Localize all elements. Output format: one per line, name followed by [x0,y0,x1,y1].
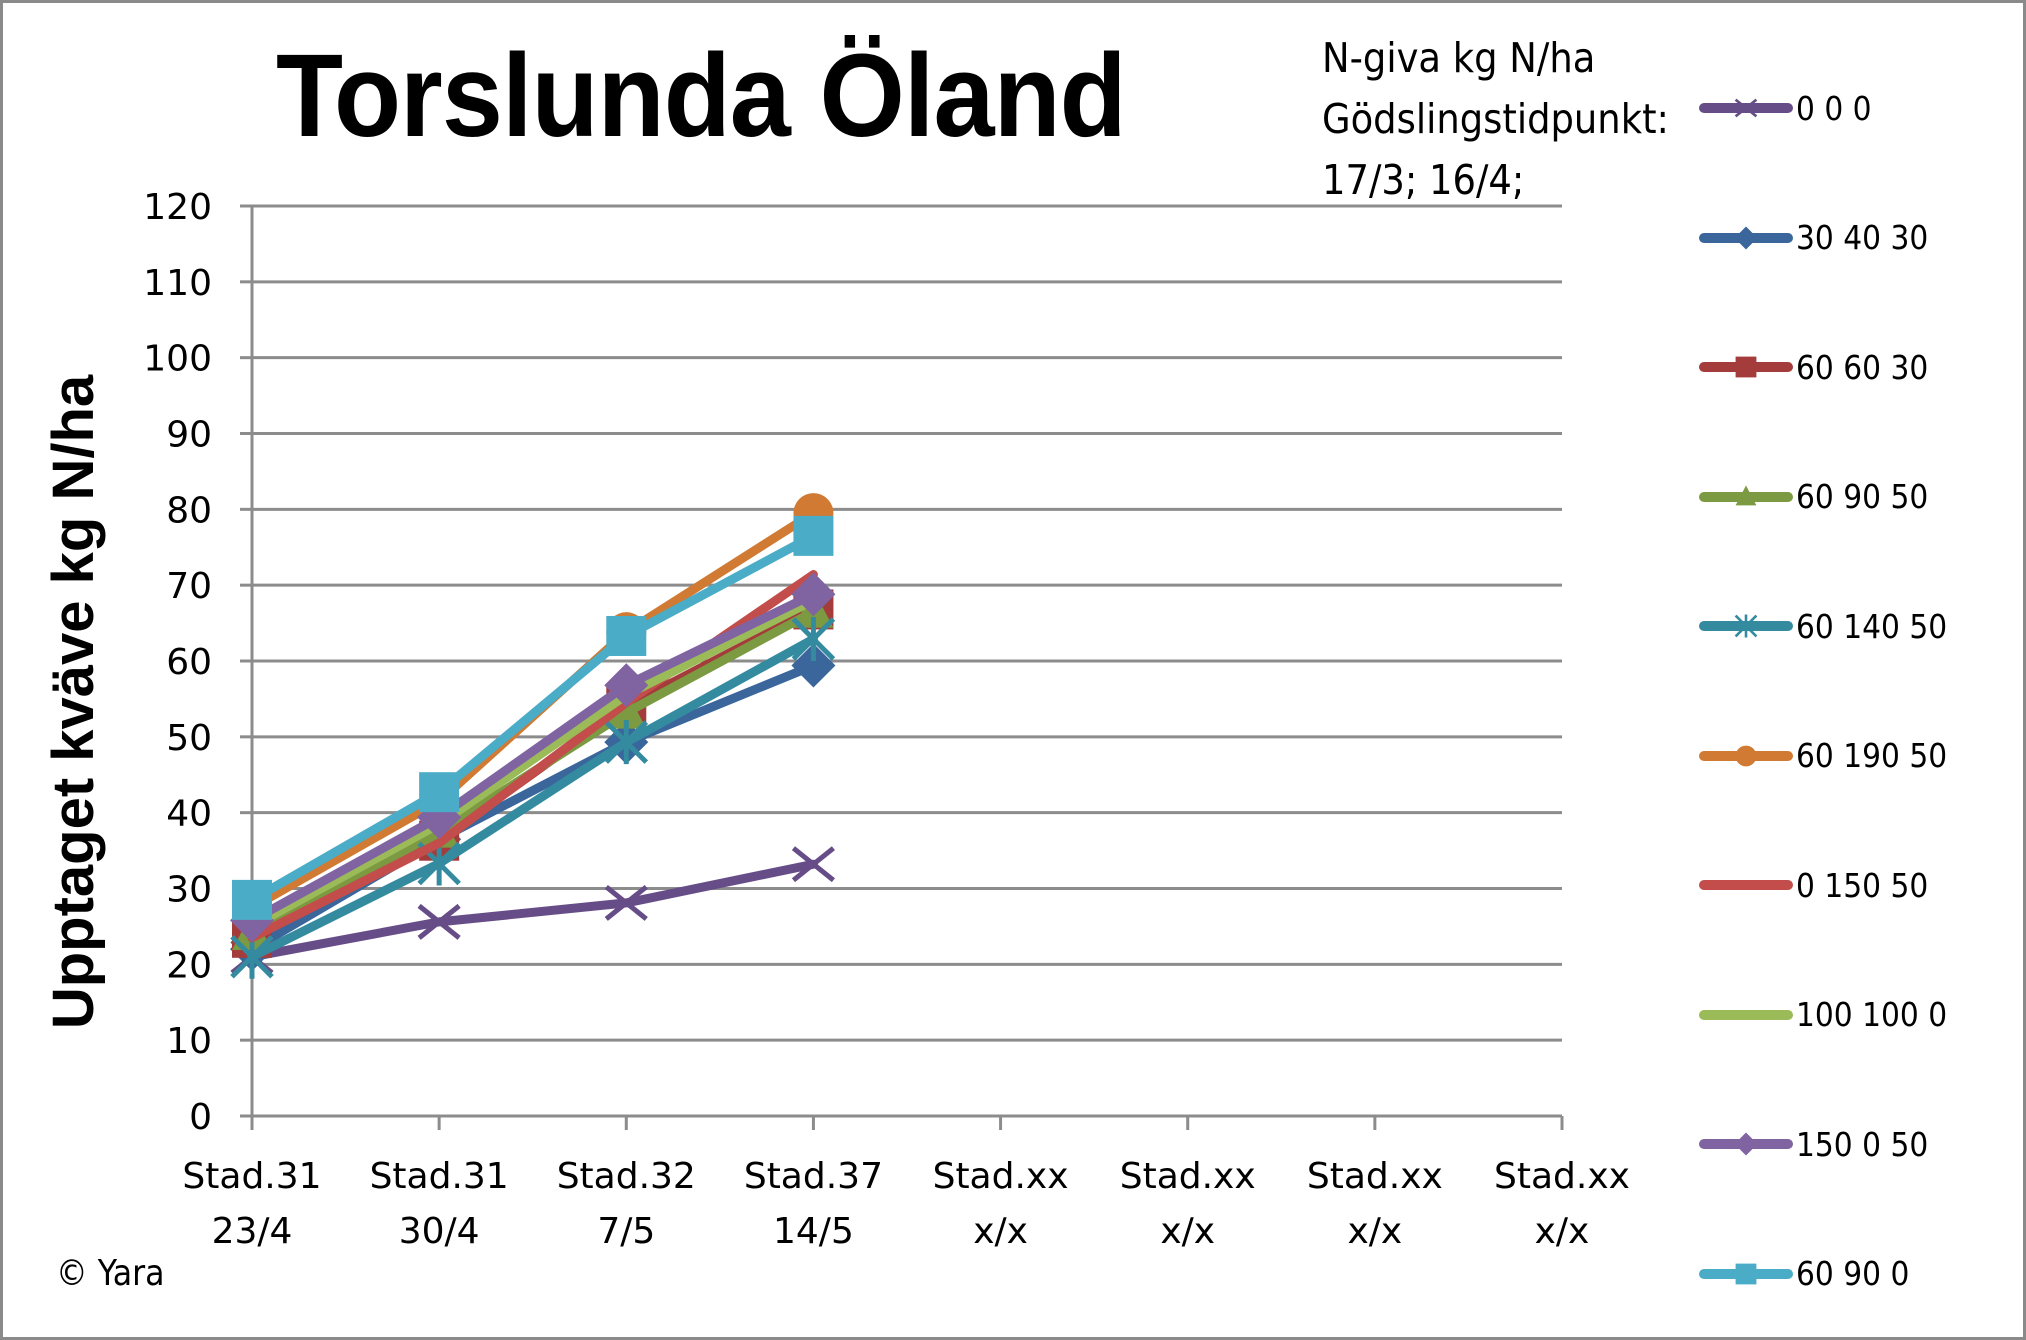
y-tick-label: 50 [166,718,212,759]
legend-label: 100 100 0 [1796,995,1948,1034]
x-tick-stage: Stad.32 [557,1156,696,1197]
legend-swatch-icon [1698,88,1794,128]
legend-item: 60 60 30 [1698,347,1943,387]
y-tick-label: 30 [166,870,212,911]
x-tick-date: 30/4 [399,1211,480,1252]
legend-swatch-icon [1698,606,1794,646]
y-tick-label: 110 [143,263,212,304]
y-tick-label: 70 [166,566,212,607]
legend-item: 0 0 0 [1698,88,1880,128]
y-tick-label: 120 [143,187,212,228]
legend-item: 30 40 30 [1698,218,1943,258]
x-tick-date: 23/4 [212,1211,293,1252]
legend-item: 60 140 50 [1698,606,1964,646]
y-tick-label: 60 [166,642,212,683]
y-axis-ticks: 0 10 20 30 40 50 60 70 80 90 100 110 120 [143,187,212,1138]
legend-label: 60 60 30 [1796,347,1929,387]
legend-swatch-icon [1698,477,1794,517]
x-tick-stage: Stad.xx [1120,1156,1256,1197]
legend-swatch-icon [1698,865,1794,905]
y-tick-label: 20 [166,945,212,986]
y-tick-label: 0 [189,1097,212,1138]
x-tick-stage: Stad.xx [1494,1156,1630,1197]
legend-label: 60 90 50 [1796,477,1929,516]
legend-label: 150 0 50 [1796,1124,1929,1164]
x-tick-stage: Stad.37 [744,1156,883,1197]
fertilization-note: N-giva kg N/ha Gödslingstidpunkt: 17/3; … [1322,28,1669,211]
legend-item: 100 100 0 [1698,995,1964,1035]
data-series [230,493,836,979]
series-60-90-0 [232,515,834,920]
x-tick-date: x/x [1347,1211,1402,1252]
legend-item: 0 150 50 [1698,865,1943,905]
chart-title: Torslunda Öland [276,30,1127,162]
x-tick-stage: Stad.xx [933,1156,1069,1197]
legend-swatch-icon [1698,736,1794,776]
gridlines [252,204,1562,1042]
x-tick-date: x/x [1160,1211,1215,1252]
legend-item: 60 90 50 [1698,477,1943,517]
legend-item: 60 90 0 [1698,1254,1922,1294]
x-tick-date: 7/5 [597,1211,655,1252]
legend-swatch-icon [1698,347,1794,387]
x-tick-stage: Stad.31 [182,1156,321,1197]
legend-item: 60 190 50 [1698,736,1964,776]
x-tick-stage: Stad.31 [370,1156,509,1197]
legend-swatch-icon [1698,995,1794,1035]
copyright-text: © Yara [56,1253,165,1294]
y-tick-label: 100 [143,339,212,380]
legend-label: 30 40 30 [1796,218,1929,257]
x-tick-date: x/x [973,1211,1028,1252]
series-100-100-0 [247,595,818,931]
y-tick-label: 80 [166,490,212,531]
series-60-140-50 [230,617,836,979]
legend-label: 60 190 50 [1796,736,1948,775]
legend-label: 0 150 50 [1796,865,1929,905]
legend-swatch-icon [1698,1254,1794,1294]
y-tick-label: 90 [166,415,212,456]
x-tick-date: x/x [1535,1211,1590,1252]
y-tick-label: 40 [166,794,212,835]
axes [240,204,1564,1130]
note-line-2: Gödslingstidpunkt: [1322,95,1669,143]
legend-item: 150 0 50 [1698,1124,1943,1164]
note-line-1: N-giva kg N/ha [1322,34,1596,82]
legend-label: 0 0 0 [1796,88,1872,128]
x-tick-stage: Stad.xx [1307,1156,1443,1197]
legend-label: 60 90 0 [1796,1254,1910,1293]
note-line-3: 17/3; 16/4; [1322,156,1525,204]
y-tick-label: 10 [166,1021,212,1062]
legend-swatch-icon [1698,1124,1794,1164]
legend-label: 60 140 50 [1796,606,1948,646]
x-axis-ticks: Stad.31 23/4 Stad.31 30/4 Stad.32 7/5 Stad.37 1… [182,1156,1630,1252]
legend-swatch-icon [1698,218,1794,258]
x-tick-date: 14/5 [773,1211,854,1252]
